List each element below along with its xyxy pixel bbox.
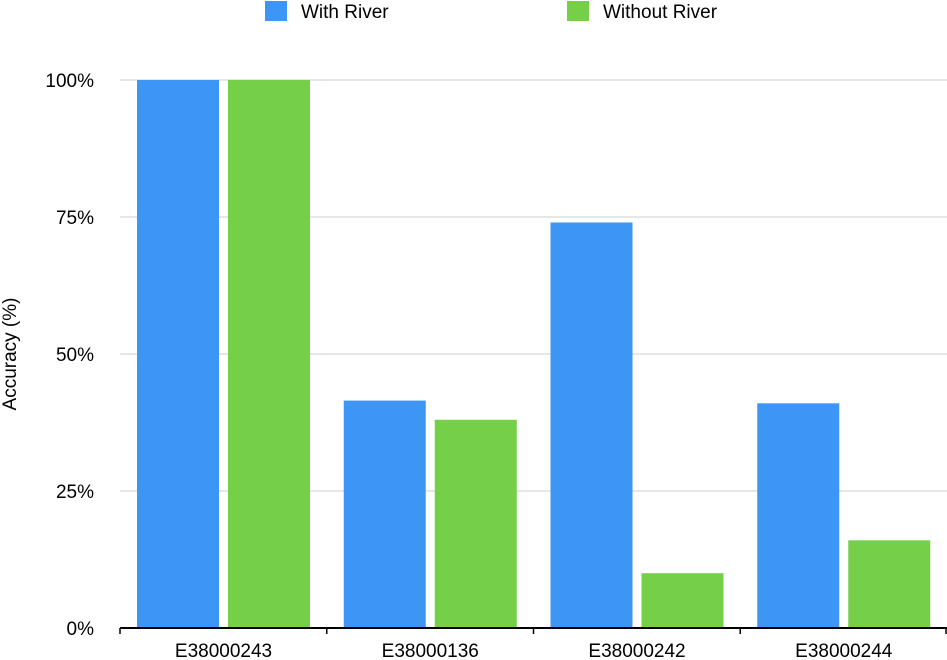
x-tick-label: E38000242 [588,641,685,660]
legend-label: Without River [603,2,718,23]
y-tick-label: 0% [67,619,95,640]
bar-without-river-e38000242 [641,573,724,628]
y-tick-label: 50% [56,345,94,366]
x-tick-label: E38000136 [382,641,479,660]
bar-with-river-e38000136 [343,400,426,628]
bar-without-river-e38000136 [434,419,517,628]
legend-label: With River [301,2,389,23]
x-tick-label: E38000244 [795,641,893,660]
x-axis-ticks: E38000243 E38000136 E38000242 E38000244 [119,628,947,660]
y-tick-label: 100% [45,71,94,92]
legend-swatch-with-river [265,1,287,21]
y-tick-label: 25% [56,482,94,503]
bar-with-river-e38000244 [757,403,840,628]
legend-swatch-without-river [567,1,589,21]
y-axis-title: Accuracy (%) [0,298,21,411]
x-tick-label: E38000243 [175,641,272,660]
bar-with-river-e38000242 [550,222,633,629]
bar-with-river-e38000243 [137,80,219,628]
bar-without-river-e38000244 [848,540,931,628]
bars [137,80,931,629]
bar-without-river-e38000243 [228,80,310,628]
legend: With River Without River [265,1,718,23]
y-axis-ticks: 0% 25% 50% 75% 100% [45,71,94,640]
y-tick-label: 75% [56,208,94,229]
